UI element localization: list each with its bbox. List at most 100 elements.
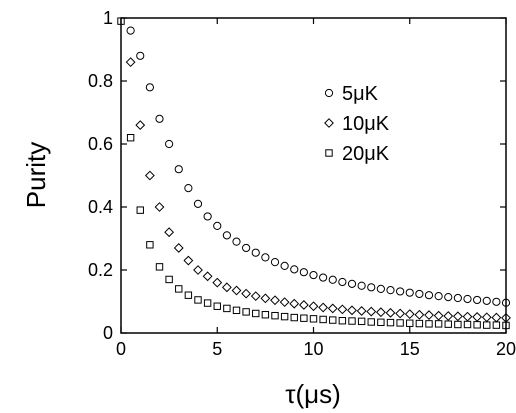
data-point-square [203,299,212,307]
data-point-circle [155,114,164,123]
data-point-circle [338,277,347,287]
data-point-square [232,306,241,315]
data-point-square [415,319,424,328]
data-point-circle [386,286,395,295]
data-point-square [386,318,395,327]
data-point-square [261,311,270,319]
data-point-diamond [404,309,415,320]
data-point-diamond [183,255,194,266]
data-point-square [280,312,289,321]
data-point-diamond [433,310,444,321]
data-point-circle [145,83,154,92]
data-point-diamond [260,293,271,304]
data-point-diamond [452,311,463,322]
data-point-diamond [462,311,473,322]
data-point-diamond [347,305,357,316]
data-point-diamond [144,170,155,181]
data-point-diamond [221,282,232,293]
legend-label: 10μK [342,113,390,135]
data-point-circle [473,295,482,305]
data-point-square [117,17,125,25]
data-point-square [329,316,337,324]
data-point-circle [232,237,241,246]
series-diamond [125,57,511,323]
data-point-circle [184,184,193,193]
data-point-circle [463,294,472,304]
data-point-diamond [375,307,386,318]
data-point-circle [203,212,212,221]
data-point-square [463,320,472,329]
data-point-square [492,321,501,329]
data-point-square [319,315,327,324]
data-point-square [425,320,433,328]
data-point-circle [126,26,135,35]
data-point-circle [405,288,414,297]
y-tick-label: 0.2 [88,260,113,280]
data-point-diamond [135,120,146,131]
data-point-diamond [337,304,348,315]
data-point-circle [444,292,453,302]
data-point-square [146,241,154,249]
data-points [117,17,511,330]
data-point-square [444,320,452,328]
data-point-diamond [270,295,280,306]
data-point-circle [261,253,270,262]
data-point-circle [213,221,222,230]
series-square [117,17,510,330]
legend-marker-circle [324,88,334,98]
data-point-diamond [318,302,329,313]
x-tick-label: 15 [400,339,420,359]
data-point-diamond [472,312,483,322]
data-point-diamond [366,306,377,317]
data-point-square [434,320,443,328]
data-point-diamond [202,271,213,282]
data-point-circle [453,293,462,303]
data-point-diamond [443,311,454,321]
data-point-circle [222,231,231,240]
x-tick-label: 20 [496,339,516,359]
legend-label: 5μK [342,83,379,105]
data-point-square [290,313,298,322]
y-tick-label: 0.4 [88,197,113,217]
data-point-diamond [414,309,425,320]
data-point-circle [174,165,183,174]
axis-tick-labels: 0 5 10 15 20 0 0.2 0.4 0.6 0.8 1 [88,8,516,359]
data-point-diamond [212,277,223,288]
data-point-circle [136,51,145,60]
legend-marker-square [325,149,333,157]
data-point-circle [309,270,318,280]
data-point-square [473,321,481,329]
data-point-diamond [193,265,203,275]
data-point-circle [193,199,203,208]
y-axis-title: Purity [21,142,51,208]
data-point-diamond [395,308,406,319]
data-point-square [252,309,260,318]
data-point-square [454,320,462,329]
data-point-diamond [308,301,319,312]
data-point-circle [367,283,376,292]
data-point-circle [434,292,443,301]
data-point-square [338,317,347,325]
data-point-square [213,302,221,310]
data-point-diamond [231,285,242,296]
data-point-circle [165,139,174,149]
data-point-diamond [481,312,492,323]
data-point-square [367,318,375,326]
data-point-square [300,314,308,322]
data-point-circle [415,289,424,299]
data-point-circle [280,261,289,271]
x-tick-label: 5 [212,339,222,359]
data-point-square [126,134,135,142]
y-tick-label: 1 [103,8,113,28]
data-point-square [271,311,279,320]
data-point-circle [396,287,405,296]
data-point-square [136,206,144,214]
legend-label: 20μK [342,143,390,165]
data-point-diamond [279,297,290,308]
data-point-circle [290,265,299,274]
data-point-circle [319,273,328,282]
data-point-square [502,321,510,330]
data-point-square [165,275,173,284]
data-point-square [348,317,356,325]
data-point-square [242,308,250,316]
